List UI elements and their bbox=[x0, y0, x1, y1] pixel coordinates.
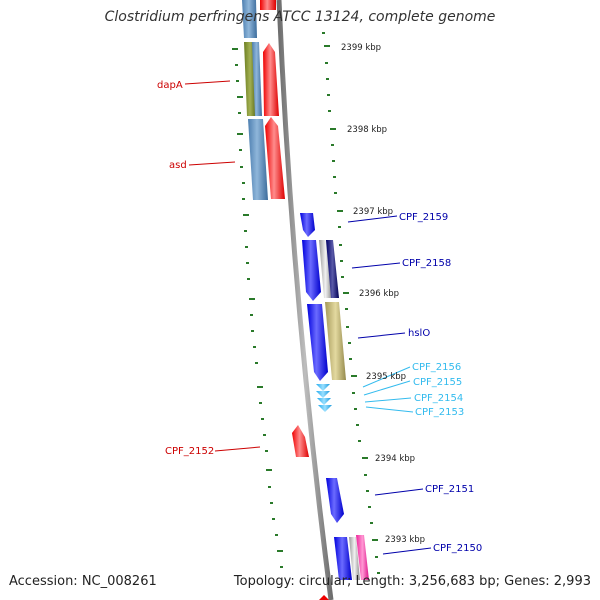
genome-backbone bbox=[276, 0, 334, 600]
gene-khaki-block[interactable] bbox=[325, 302, 346, 380]
kbp-label: 2394 kbp bbox=[375, 454, 415, 464]
leader-asd bbox=[188, 161, 236, 166]
gene-dapA-arrow[interactable] bbox=[263, 43, 279, 116]
leader-lines bbox=[184, 80, 432, 555]
leader-cpf2152 bbox=[214, 446, 261, 452]
kbp-labels: 2399 kbp 2398 kbp 2397 kbp 2396 kbp 2395… bbox=[341, 43, 425, 545]
leader-cpf2156 bbox=[362, 366, 411, 388]
gene-cpf2156[interactable] bbox=[316, 384, 330, 391]
gene-cpf2153[interactable] bbox=[318, 405, 332, 412]
gene-block-top-blue[interactable] bbox=[242, 0, 257, 38]
kbp-label: 2399 kbp bbox=[341, 43, 381, 53]
leader-cpf2150 bbox=[382, 547, 432, 555]
gene-label-cpf2151[interactable]: CPF_2151 bbox=[425, 484, 474, 495]
kbp-label: 2398 kbp bbox=[347, 125, 387, 135]
gene-label-cpf2150[interactable]: CPF_2150 bbox=[433, 543, 482, 554]
gene-grey-block[interactable] bbox=[319, 240, 332, 298]
gene-label-cpf2156[interactable]: CPF_2156 bbox=[412, 362, 461, 373]
gene-asd[interactable] bbox=[248, 119, 268, 200]
gene-block-top-red[interactable] bbox=[260, 0, 276, 10]
reverse-strand-genes bbox=[242, 0, 329, 600]
kbp-label: 2393 kbp bbox=[385, 535, 425, 545]
gene-label-cpf2159[interactable]: CPF_2159 bbox=[399, 212, 448, 223]
leader-cpf2159 bbox=[347, 215, 398, 223]
leader-cpf2153 bbox=[365, 406, 414, 413]
gene-bottom-red-tip[interactable] bbox=[319, 595, 329, 600]
inner-tick-dots bbox=[232, 48, 283, 568]
gene-label-hslO[interactable]: hslO bbox=[408, 328, 430, 339]
genome-summary-text: Topology: circular; Length: 3,256,683 bp… bbox=[233, 574, 591, 589]
gene-label-cpf2153[interactable]: CPF_2153 bbox=[415, 407, 464, 418]
leader-dapA bbox=[184, 80, 231, 85]
gene-pink-bottom[interactable] bbox=[356, 535, 369, 580]
leader-hslO bbox=[357, 332, 406, 339]
leader-cpf2158 bbox=[351, 262, 401, 269]
gene-cpf2151-arrow[interactable] bbox=[326, 478, 344, 523]
gene-cpf2158-arrow[interactable] bbox=[302, 240, 321, 301]
forward-strand-genes bbox=[300, 213, 369, 580]
gene-label-dapA[interactable]: dapA bbox=[157, 80, 183, 91]
leader-cpf2151 bbox=[374, 488, 424, 496]
leader-cpf2154 bbox=[364, 397, 412, 403]
gene-label-cpf2154[interactable]: CPF_2154 bbox=[414, 393, 463, 404]
leader-cpf2155 bbox=[363, 380, 411, 396]
kbp-label: 2395 kbp bbox=[366, 372, 406, 382]
outer-tick-dots bbox=[322, 32, 380, 574]
gene-label-cpf2158[interactable]: CPF_2158 bbox=[402, 258, 451, 269]
gene-cpf2159-arrow[interactable] bbox=[300, 213, 315, 237]
gene-labels: dapA asd CPF_2159 CPF_2158 hslO CPF_2156… bbox=[157, 80, 482, 554]
gene-navy-block[interactable] bbox=[326, 240, 339, 298]
gene-blue-upper[interactable] bbox=[252, 42, 262, 116]
gene-red-lower-arrow[interactable] bbox=[265, 117, 285, 199]
gene-cpf2150[interactable] bbox=[334, 537, 352, 580]
gene-hslO-arrow[interactable] bbox=[307, 304, 328, 381]
accession-text: Accession: NC_008261 bbox=[9, 574, 157, 589]
kbp-label: 2397 kbp bbox=[353, 207, 393, 217]
gene-cpf2152-arrow[interactable] bbox=[292, 425, 309, 457]
genome-title: Clostridium perfringens ATCC 13124, comp… bbox=[104, 9, 496, 25]
gene-label-cpf2152[interactable]: CPF_2152 bbox=[165, 446, 214, 457]
gene-label-asd[interactable]: asd bbox=[169, 160, 187, 171]
kbp-label: 2396 kbp bbox=[359, 289, 399, 299]
gene-label-cpf2155[interactable]: CPF_2155 bbox=[413, 377, 462, 388]
gene-cpf2155[interactable] bbox=[316, 391, 330, 398]
gene-grey-bottom[interactable] bbox=[349, 537, 360, 580]
gene-cpf2154[interactable] bbox=[317, 398, 331, 405]
